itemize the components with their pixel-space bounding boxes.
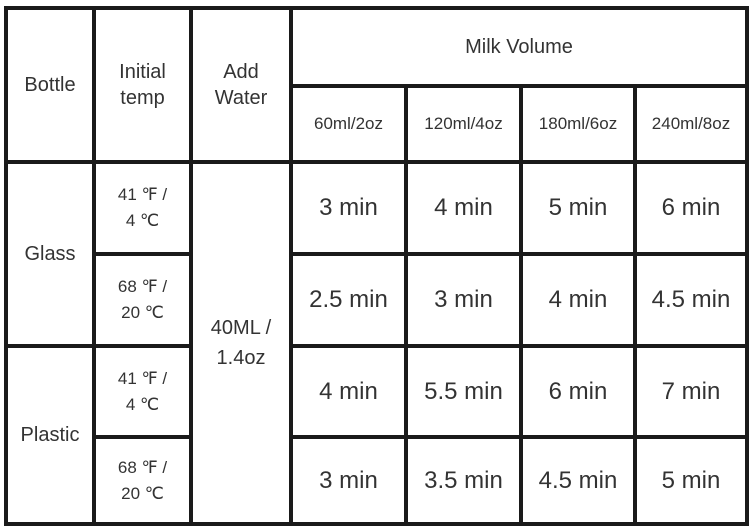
- time-cell: 2.5 min: [289, 252, 408, 348]
- warming-time-table: Bottle Initial temp Add Water Milk Volume …: [4, 6, 749, 526]
- time-cell: 4.5 min: [633, 252, 749, 348]
- bottle-plastic: Plastic: [4, 344, 96, 526]
- temp-f: 41 ℉ /: [117, 368, 168, 388]
- time-cell: 6 min: [519, 344, 637, 439]
- header-add-water-line2: Water: [214, 87, 268, 109]
- time-cell: 4 min: [404, 160, 523, 256]
- initial-temp: 68 ℉ / 20 ℃: [92, 435, 193, 526]
- temp-c: 4 ℃: [125, 211, 160, 230]
- header-initial-temp-line2: temp: [120, 87, 165, 109]
- table-row: Glass 41 ℉ /4 ℃ 40ML /1.4oz 3 min 4 min …: [4, 160, 749, 526]
- add-water-value: 40ML / 1.4oz: [189, 160, 293, 526]
- header-add-water-line1: Add: [223, 61, 259, 83]
- header-add-water: Add Water: [189, 6, 293, 164]
- initial-temp: 41 ℉ / 4 ℃: [92, 344, 193, 439]
- time-cell: 3 min: [289, 160, 408, 256]
- time-cell: 4.5 min: [519, 435, 637, 526]
- header-initial-temp: Initial temp: [92, 6, 193, 164]
- time-cell: 3 min: [404, 252, 523, 348]
- temp-f: 68 ℉ /: [117, 277, 168, 296]
- header-initial-temp-line1: Initial: [119, 61, 166, 83]
- time-cell: 3.5 min: [404, 435, 523, 526]
- temp-f: 41 ℉ /: [117, 185, 168, 204]
- header-volume: 240ml/8oz: [633, 84, 749, 164]
- time-cell: 5 min: [519, 160, 637, 256]
- header-volume: 60ml/2oz: [289, 84, 408, 164]
- time-cell: 6 min: [633, 160, 749, 256]
- time-cell: 4 min: [519, 252, 637, 348]
- header-volume: 180ml/6oz: [519, 84, 637, 164]
- header-milk-volume: Milk Volume: [289, 6, 749, 88]
- add-water-line2: 1.4oz: [216, 347, 266, 369]
- add-water-line1: 40ML /: [210, 317, 272, 339]
- time-cell: 7 min: [633, 344, 749, 439]
- temp-c: 4 ℃: [125, 394, 160, 414]
- time-cell: 3 min: [289, 435, 408, 526]
- table-row: 68 ℉ / 20 ℃ 3 min 3.5 min 4.5 min 5 min: [6, 435, 749, 526]
- bottle-glass: Glass: [4, 160, 96, 348]
- table-row: Plastic 41 ℉ / 4 ℃ 4 min 5.5 min 6 min 7 …: [4, 344, 749, 526]
- temp-f: 68 ℉ /: [117, 457, 168, 477]
- header-bottle: Bottle: [4, 6, 96, 164]
- time-cell: 5.5 min: [404, 344, 523, 439]
- temp-c: 20 ℃: [121, 303, 164, 322]
- time-cell: 5 min: [633, 435, 749, 526]
- time-cell: 4 min: [289, 344, 408, 439]
- table-row: 68 ℉ / 20 ℃ 2.5 min 3 min 4 min 4.5 min: [6, 252, 749, 348]
- initial-temp: 68 ℉ / 20 ℃: [92, 252, 193, 348]
- temp-c: 20 ℃: [121, 483, 164, 503]
- initial-temp: 41 ℉ / 4 ℃: [92, 160, 193, 256]
- header-volume: 120ml/4oz: [404, 84, 523, 164]
